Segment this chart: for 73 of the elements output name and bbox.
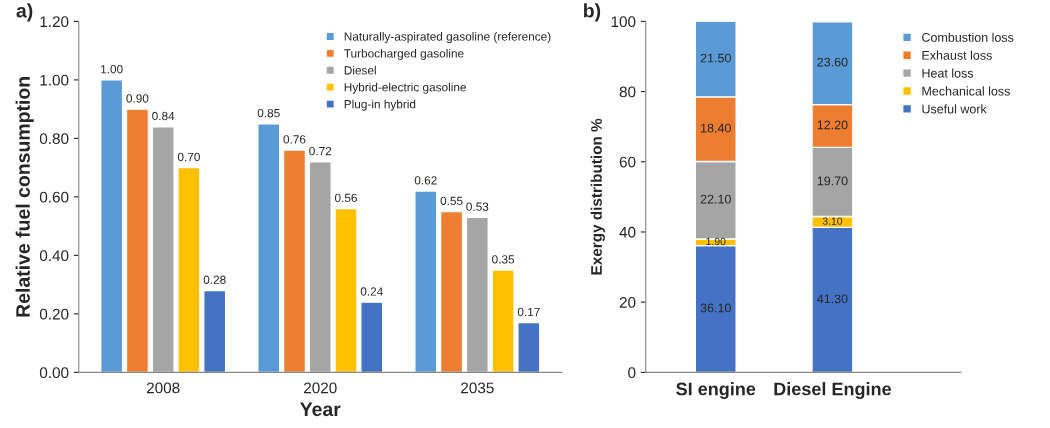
legend-label: Heat loss (922, 68, 974, 78)
data-label: 12.20 (817, 120, 848, 130)
data-label: 0.62 (414, 176, 437, 185)
x-tick-label: SI engine (676, 382, 756, 399)
legend-label: Diesel (344, 65, 376, 75)
bar (517, 321, 541, 373)
data-label: 0.55 (440, 196, 463, 205)
chart-title: a) (16, 3, 33, 22)
bar (465, 216, 489, 373)
x-tick-label: 2008 (146, 382, 180, 394)
data-label: 0.28 (203, 275, 226, 284)
y-tick-label: 1.00 (40, 74, 69, 86)
bar (100, 79, 124, 373)
legend-label: Plug-in hybrid (344, 99, 416, 111)
data-label: 36.10 (700, 303, 731, 313)
data-label: 0.85 (257, 108, 280, 118)
data-label: 0.17 (517, 307, 540, 317)
data-label: 22.10 (700, 194, 731, 204)
chart-title: b) (584, 3, 601, 22)
bar (203, 289, 227, 373)
data-label: 0.24 (360, 287, 383, 296)
data-label: 0.76 (283, 135, 306, 144)
data-label: 1.00 (101, 65, 123, 74)
data-label: 0.84 (152, 111, 175, 121)
bar (257, 123, 281, 373)
data-label: 21.50 (700, 53, 731, 63)
bar (491, 269, 515, 373)
bar (177, 166, 201, 373)
y-tick-label: 80 (619, 86, 636, 98)
data-label: 3.10 (822, 217, 843, 225)
data-label: 18.40 (701, 123, 731, 133)
y-tick-label: 0.80 (39, 133, 69, 145)
x-tick-label: Diesel Engine (774, 382, 892, 399)
y-tick-label: 40 (619, 226, 636, 238)
y-tick-label: 0.40 (39, 250, 69, 262)
y-tick-label: 1.20 (40, 16, 69, 28)
data-label: 0.56 (334, 193, 357, 203)
data-label: 41.30 (817, 294, 848, 304)
legend-label: Hybrid-electric gasoline (344, 82, 466, 94)
legend-label: Useful work (922, 104, 987, 114)
legend-label: Turbocharged gasoline (344, 48, 464, 60)
data-label: 0.90 (126, 94, 149, 103)
y-tick-label: 100 (611, 16, 636, 28)
y-axis-title: Relative fuel consumption (15, 77, 34, 317)
legend-label: Exhaust loss (922, 50, 992, 60)
bar (360, 301, 384, 373)
bar (125, 108, 150, 373)
data-label: 0.70 (177, 152, 200, 162)
bar (694, 244, 737, 373)
data-label: 23.60 (817, 57, 848, 67)
bar (414, 190, 438, 373)
data-label: 19.70 (817, 176, 848, 186)
y-tick-label: 0.60 (39, 191, 69, 203)
bar (308, 161, 332, 373)
bar (334, 207, 358, 373)
legend-label: Combustion loss (922, 32, 1014, 42)
legend-label: Mechanical loss (922, 86, 1010, 96)
y-axis-title: Exergy distribution % (590, 118, 605, 275)
bar (282, 149, 307, 373)
y-tick-label: 60 (619, 156, 636, 168)
x-tick-label: 2035 (461, 382, 494, 394)
data-label: 0.53 (466, 202, 489, 211)
y-tick-label: 20 (619, 297, 636, 308)
data-label: 0.35 (492, 255, 515, 264)
y-tick-label: 0 (628, 367, 636, 379)
legend-label: Naturally-aspirated gasoline (reference) (344, 32, 551, 44)
x-tick-label: 2020 (304, 382, 337, 394)
data-label: 0.72 (309, 146, 332, 156)
y-tick-label: 0.00 (39, 367, 69, 379)
bar (151, 125, 175, 373)
x-axis-title: Year (300, 402, 341, 417)
bar (439, 210, 464, 373)
y-tick-label: 0.20 (39, 308, 69, 320)
